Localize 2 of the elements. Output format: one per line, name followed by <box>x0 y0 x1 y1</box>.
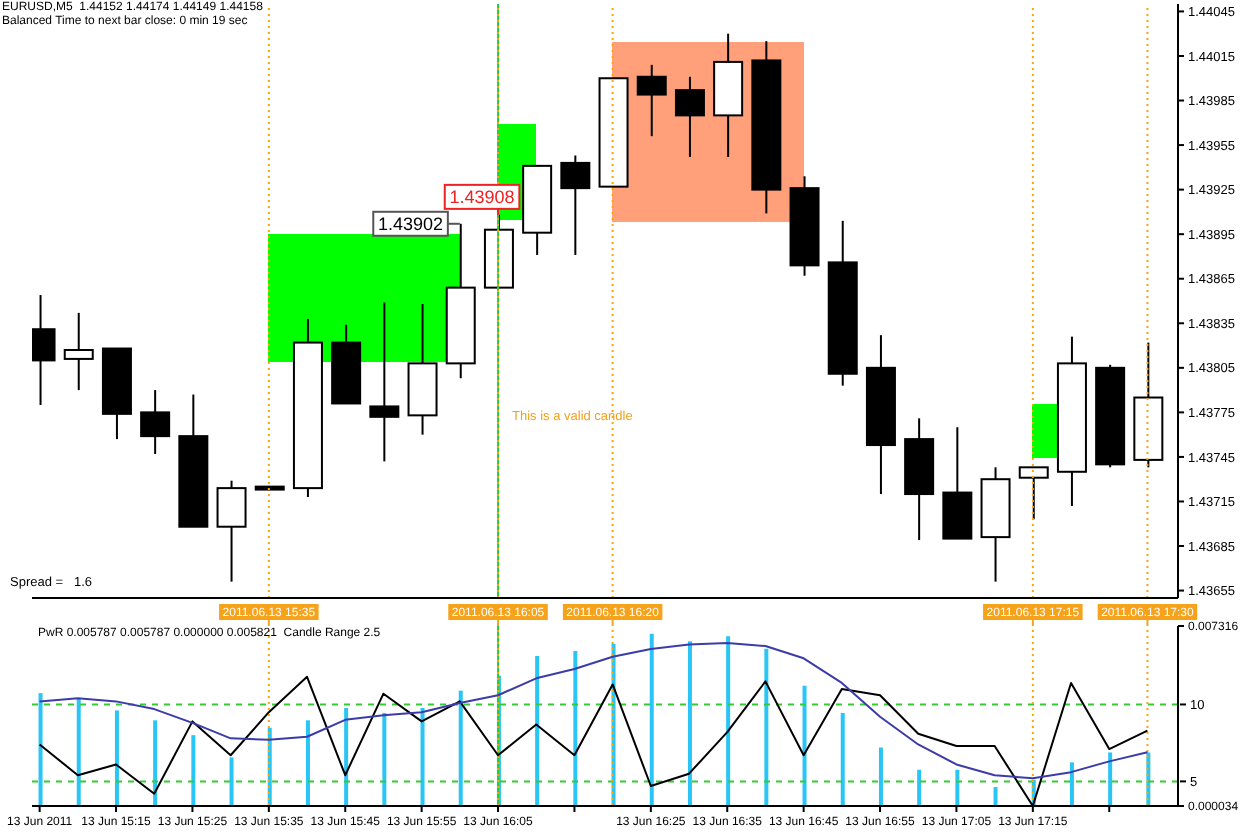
annotation: 1.43902 <box>378 214 444 235</box>
annotation: 1.43908 <box>449 187 515 208</box>
